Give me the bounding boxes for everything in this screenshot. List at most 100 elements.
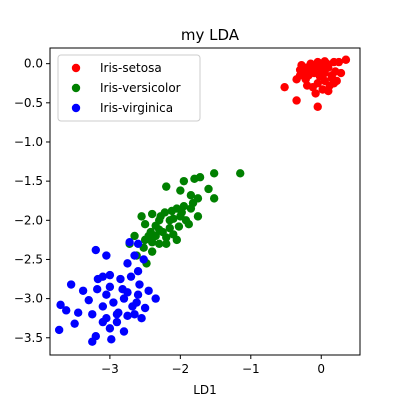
- data-point: [341, 55, 351, 64]
- data-point: [158, 227, 167, 237]
- data-point: [155, 216, 164, 225]
- x-tick-label: −2: [171, 362, 189, 376]
- legend-marker: [71, 63, 81, 73]
- y-tick-label: 0.0: [24, 57, 43, 71]
- x-tick-label: −1: [242, 362, 260, 376]
- data-point: [137, 212, 146, 221]
- data-point: [125, 238, 134, 247]
- data-point: [102, 251, 111, 260]
- legend-marker: [71, 83, 81, 93]
- x-axis-ticks: −3 −2 −1 0: [101, 355, 325, 376]
- x-axis-label: LD1: [193, 383, 217, 397]
- data-point: [324, 86, 333, 96]
- legend: Iris-setosa Iris-versicolor Iris-virginica: [57, 54, 201, 122]
- data-point: [186, 191, 196, 200]
- data-point: [123, 311, 132, 321]
- y-tick-label: −3.5: [14, 331, 43, 345]
- data-point: [292, 75, 301, 84]
- data-point: [123, 288, 132, 297]
- data-point: [109, 298, 118, 307]
- data-point: [112, 317, 122, 327]
- data-point: [54, 325, 64, 335]
- data-point: [209, 194, 219, 203]
- data-point: [144, 231, 153, 241]
- data-point: [151, 294, 160, 303]
- data-point: [334, 57, 344, 67]
- data-point: [133, 267, 143, 276]
- data-point: [193, 212, 203, 221]
- data-point: [105, 324, 115, 333]
- data-point: [147, 238, 157, 247]
- data-point: [98, 317, 108, 327]
- legend-label: Iris-setosa: [100, 61, 162, 75]
- data-point: [184, 220, 193, 229]
- data-point: [112, 310, 122, 319]
- data-point: [78, 286, 88, 295]
- series-0: [280, 55, 351, 111]
- data-point: [132, 298, 141, 307]
- x-tick-label: 0: [317, 362, 325, 376]
- data-point: [133, 239, 143, 248]
- data-point: [102, 290, 111, 299]
- data-point: [165, 216, 174, 225]
- data-point: [93, 285, 102, 294]
- data-point: [70, 319, 79, 328]
- data-point: [107, 335, 116, 344]
- data-point: [302, 81, 312, 90]
- data-point: [151, 231, 160, 241]
- data-point: [236, 169, 245, 178]
- data-point: [329, 79, 339, 88]
- data-point: [165, 223, 174, 233]
- data-point: [119, 327, 129, 336]
- data-point: [186, 204, 196, 213]
- legend-marker: [71, 103, 81, 113]
- data-point: [66, 280, 76, 289]
- points-layer: [54, 55, 351, 346]
- y-tick-label: −0.5: [14, 96, 43, 110]
- data-point: [317, 61, 326, 70]
- y-tick-label: −2.5: [14, 252, 43, 266]
- data-point: [84, 295, 93, 305]
- data-point: [126, 272, 136, 281]
- data-point: [91, 245, 101, 255]
- data-point: [105, 282, 115, 292]
- data-point: [135, 280, 144, 289]
- data-point: [147, 247, 157, 256]
- data-point: [336, 68, 346, 78]
- data-point: [209, 169, 219, 178]
- data-point: [147, 209, 157, 219]
- data-point: [119, 294, 129, 303]
- data-point: [306, 67, 315, 76]
- data-point: [162, 182, 171, 191]
- legend-label: Iris-virginica: [100, 101, 173, 115]
- data-point: [130, 251, 139, 260]
- data-point: [162, 239, 171, 248]
- data-point: [116, 274, 125, 284]
- y-axis-ticks: 0.0 −0.5 −1.0 −1.5 −2.0 −2.5 −3.0 −3.5: [14, 57, 50, 345]
- data-point: [61, 306, 71, 315]
- data-point: [93, 274, 103, 284]
- y-tick-label: −3.0: [14, 292, 43, 306]
- y-tick-label: −1.0: [14, 135, 43, 149]
- data-point: [88, 337, 97, 346]
- data-point: [133, 290, 143, 299]
- data-point: [169, 230, 178, 239]
- data-point: [137, 313, 146, 323]
- data-point: [140, 303, 150, 313]
- data-point: [179, 176, 189, 186]
- data-point: [176, 212, 185, 221]
- data-point: [327, 71, 337, 80]
- data-point: [280, 82, 289, 92]
- data-point: [88, 310, 97, 319]
- data-point: [190, 174, 199, 183]
- data-point: [167, 206, 177, 216]
- data-point: [73, 308, 83, 317]
- plot-frame: [49, 47, 361, 356]
- data-point: [105, 270, 115, 280]
- x-tick-label: −3: [101, 362, 119, 376]
- data-point: [144, 286, 153, 295]
- data-point: [123, 259, 132, 268]
- data-point: [56, 300, 65, 310]
- data-point: [313, 102, 322, 111]
